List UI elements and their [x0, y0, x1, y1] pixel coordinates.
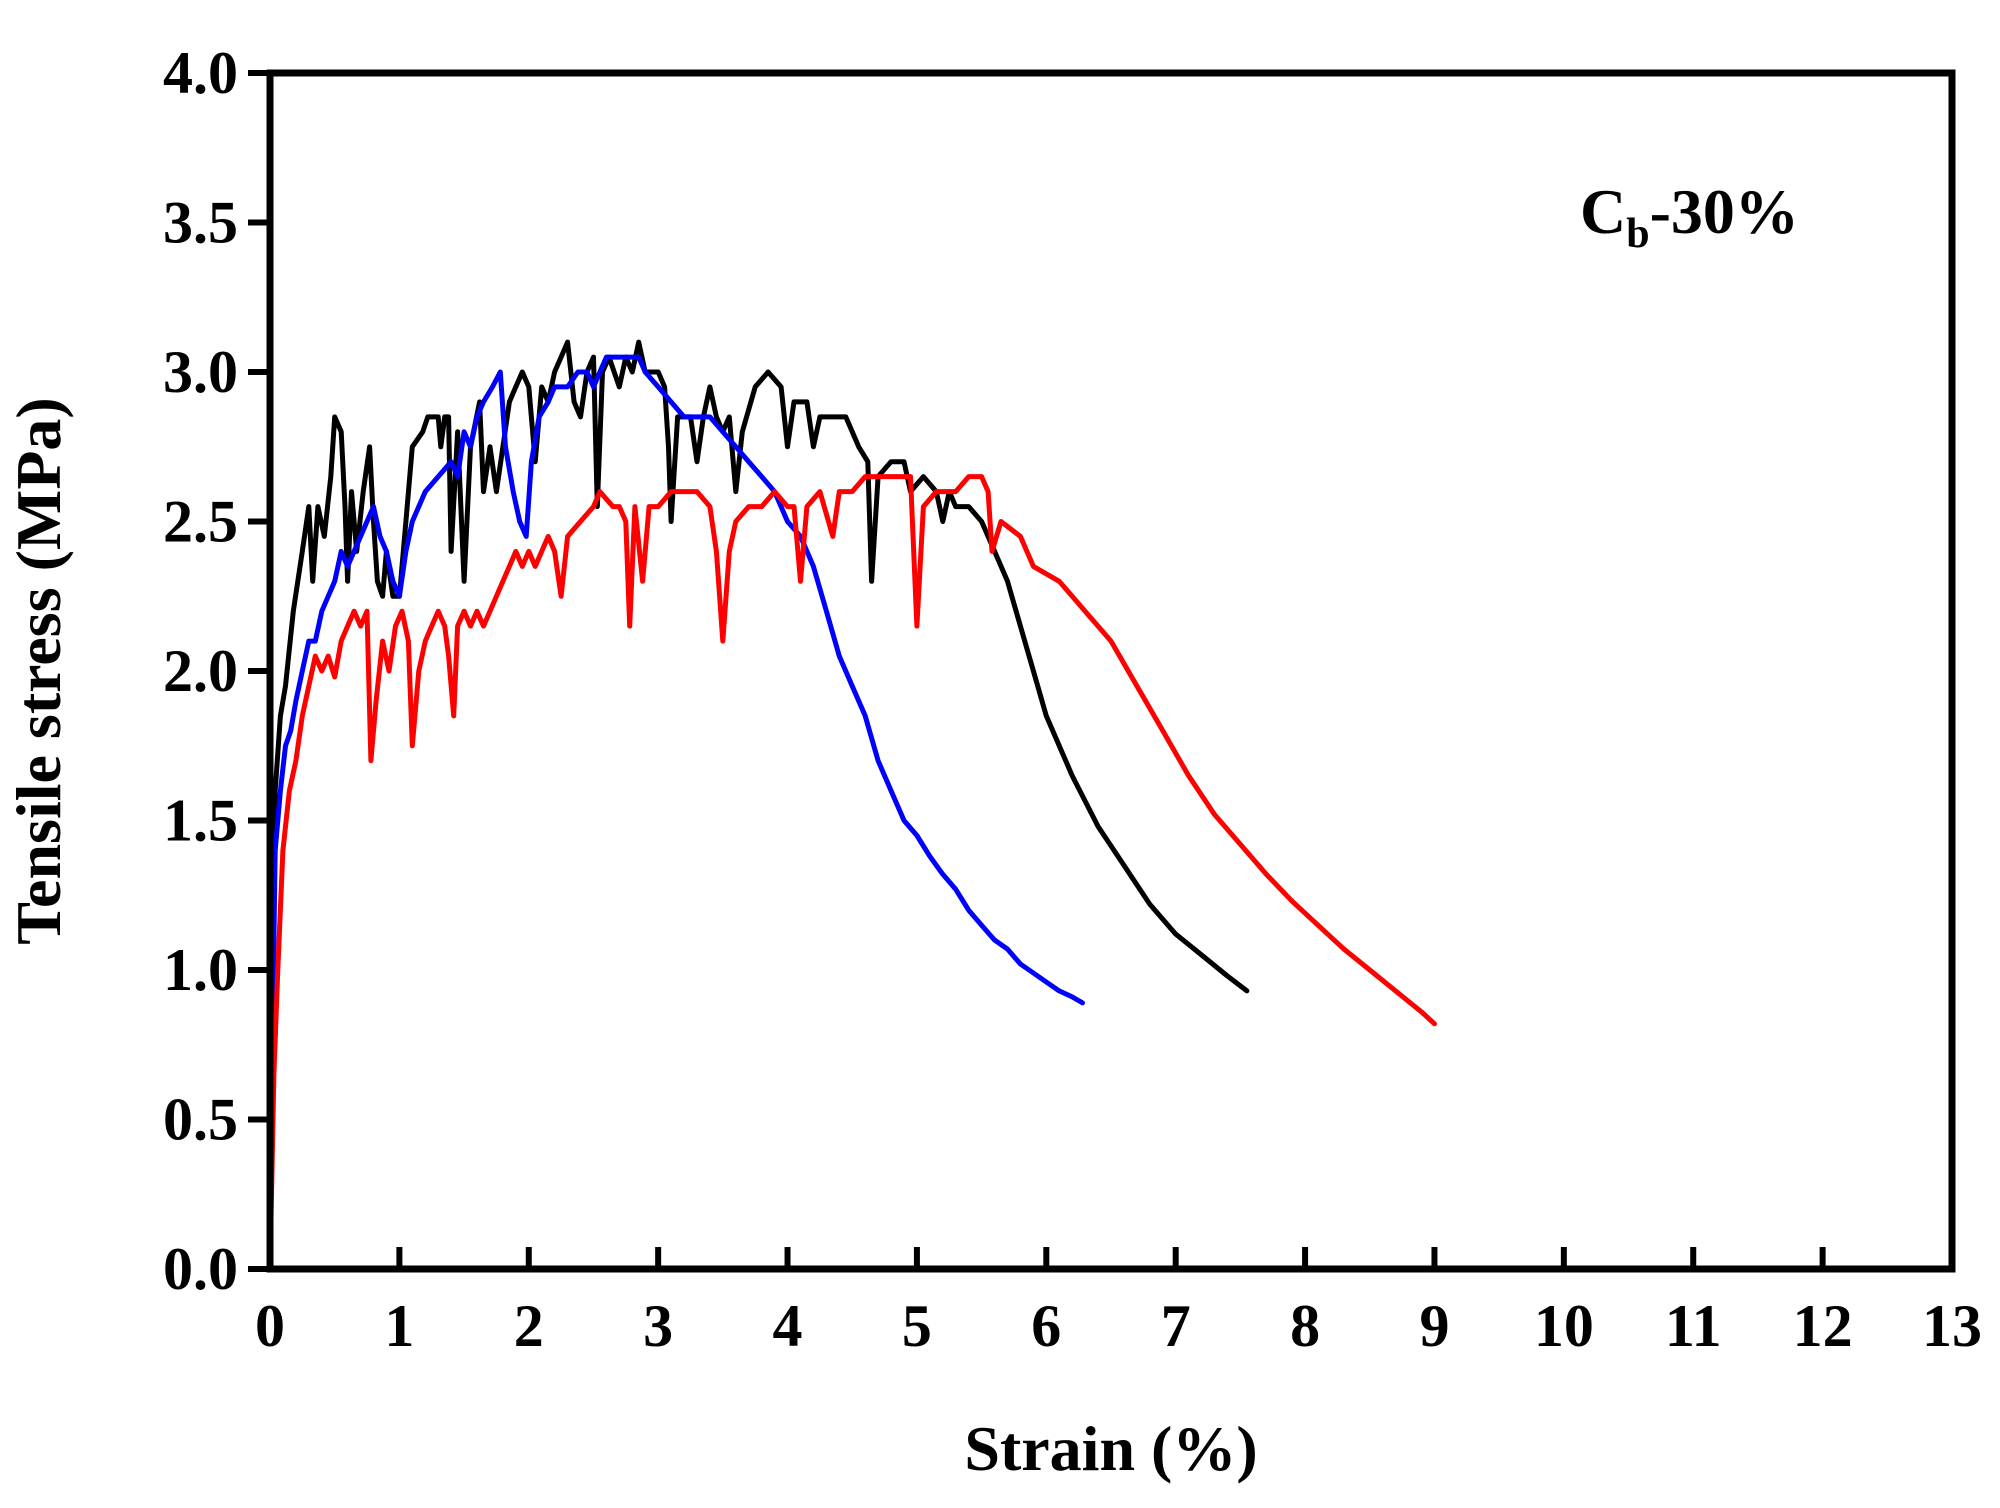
x-tick-label: 0 [255, 1293, 285, 1359]
x-tick-label: 7 [1161, 1293, 1191, 1359]
svg-text:Cb-30%: Cb-30% [1580, 176, 1799, 257]
annotation-subscript: b [1626, 211, 1649, 257]
x-tick-label: 10 [1534, 1293, 1594, 1359]
x-tick-label: 11 [1665, 1293, 1722, 1359]
x-tick-label: 9 [1419, 1293, 1449, 1359]
x-tick-label: 12 [1793, 1293, 1853, 1359]
y-tick-label: 1.5 [163, 788, 238, 854]
series-line-specimen-red [267, 474, 1437, 1272]
y-tick-label: 3.0 [163, 339, 238, 405]
plot-frame [266, 69, 1956, 1273]
y-axis-title: Tensile stress (MPa) [3, 397, 74, 945]
x-tick-label: 13 [1922, 1293, 1982, 1359]
series-line-specimen-black [267, 339, 1250, 1272]
x-tick-label: 2 [514, 1293, 544, 1359]
y-tick-label: 3.5 [163, 190, 238, 256]
x-tick-label: 4 [773, 1293, 803, 1359]
annotation-main: C [1580, 176, 1626, 247]
y-tick-label: 4.0 [163, 40, 238, 106]
x-tick-label: 3 [643, 1293, 673, 1359]
y-tick-label: 2.5 [163, 489, 238, 555]
x-tick-label: 5 [902, 1293, 932, 1359]
sample-annotation: Cb-30% [1580, 176, 1799, 257]
y-tick-label: 2.0 [163, 638, 238, 704]
y-tick-label: 1.0 [163, 937, 238, 1003]
x-tick-label: 1 [384, 1293, 414, 1359]
annotation-suffix: -30% [1650, 176, 1799, 247]
x-axis-title: Strain (%) [964, 1413, 1257, 1484]
series-layer [267, 339, 1437, 1272]
tick-layer: 0 1 2 3 4 5 6 7 8 9 10 11 12 130.00.51.01.52.02.53.03… [163, 40, 1982, 1359]
y-tick-label: 0.5 [163, 1087, 238, 1153]
series-line-specimen-blue [267, 354, 1085, 1272]
x-tick-label: 8 [1290, 1293, 1320, 1359]
x-tick-label: 6 [1031, 1293, 1061, 1359]
y-tick-label: 0.0 [163, 1236, 238, 1302]
